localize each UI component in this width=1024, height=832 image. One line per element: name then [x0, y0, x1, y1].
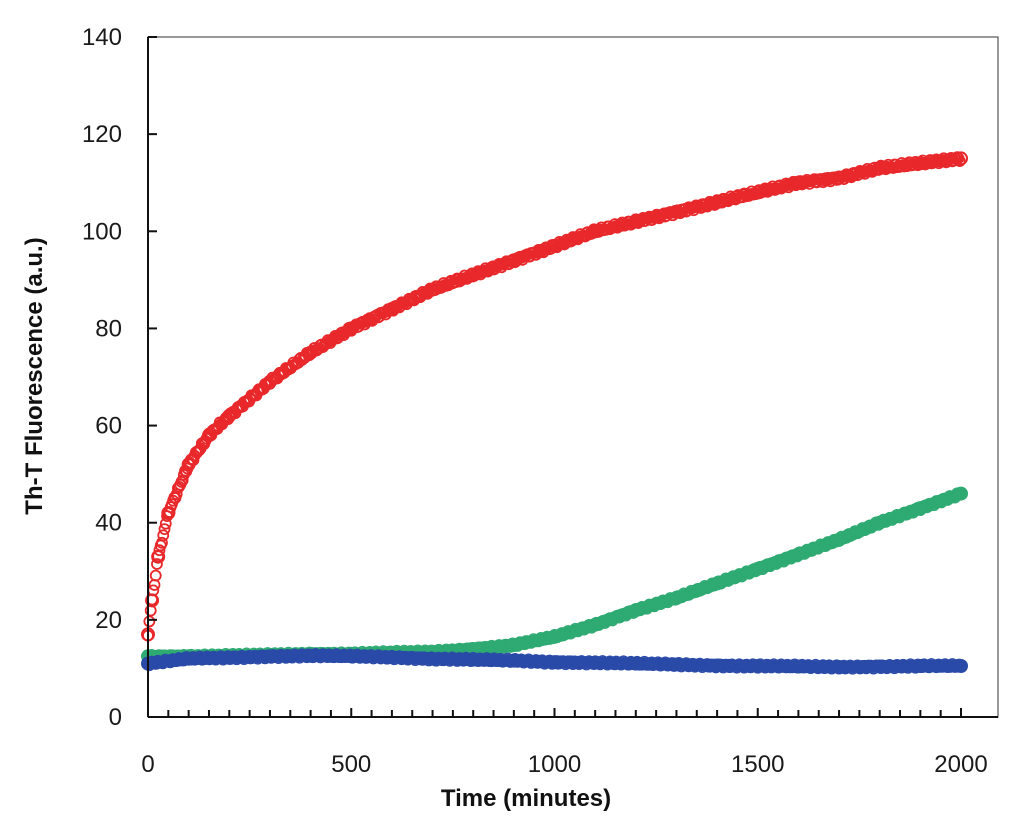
- plot-frame: [147, 36, 999, 718]
- series-0-data-point: [710, 195, 725, 210]
- series-0-data-point: [384, 302, 399, 316]
- series-1-data-point: [547, 629, 562, 644]
- series-2-data-point: [547, 655, 562, 670]
- series-0-data-point: [750, 185, 765, 200]
- series-0-data-point: [588, 224, 603, 239]
- series-0-data-point: [872, 161, 887, 176]
- series-0-data-point: [222, 408, 237, 423]
- series-0-trace-point: [156, 536, 168, 549]
- series-0-trace-point: [151, 558, 163, 570]
- series-0-data-point: [506, 253, 521, 268]
- series-0-data-point: [547, 238, 562, 253]
- series-2-data-point: [466, 652, 481, 667]
- series-0-data-point: [161, 506, 176, 520]
- y-tick-label: 80: [95, 315, 122, 342]
- series-0-data-point: [145, 593, 160, 608]
- series-2-data-point: [506, 653, 521, 668]
- axes-layer: [147, 37, 998, 718]
- series-1-data-point: [669, 591, 684, 605]
- y-tick-label: 120: [82, 121, 122, 148]
- series-2-data-point: [750, 659, 765, 673]
- series-1: [141, 486, 968, 665]
- series-2-data-point: [303, 648, 318, 663]
- series-layer: [141, 151, 968, 675]
- series-2-data-point: [181, 651, 196, 666]
- y-tick-label: 140: [82, 24, 122, 51]
- series-0-data-point: [262, 374, 277, 389]
- x-tick-label: 0: [141, 751, 154, 778]
- series-1-data-point: [628, 603, 643, 618]
- series-0-trace-point: [153, 544, 166, 557]
- series-0-trace-point: [149, 569, 162, 582]
- series-0-trace-point: [143, 615, 156, 628]
- series-2-data-point: [425, 651, 440, 666]
- series-2-data-point: [344, 649, 359, 664]
- series-0-data-point: [954, 151, 968, 166]
- series-0-data-point: [832, 170, 847, 185]
- series-1-data-point: [954, 486, 968, 501]
- series-0-data-point: [628, 214, 643, 229]
- series-0-data-point: [791, 175, 806, 190]
- series-0-data-point: [151, 549, 166, 564]
- y-tick-label: 20: [95, 607, 122, 634]
- series-2-data-point: [262, 649, 277, 664]
- y-tick-label: 100: [82, 218, 122, 245]
- series-2-data-point: [791, 659, 806, 674]
- series-0-data-point: [201, 428, 216, 443]
- series-0-trace-point: [158, 523, 171, 536]
- y-axis-title: Th-T Fluorescence (a.u.): [21, 237, 48, 514]
- series-2-data-point: [222, 650, 237, 665]
- y-tick-label: 60: [95, 413, 122, 440]
- series-0-data-point: [466, 268, 481, 282]
- series-0: [141, 151, 968, 642]
- series-2-data-point: [384, 650, 399, 665]
- y-tick-label: 40: [95, 510, 122, 537]
- series-1-data-point: [791, 547, 806, 562]
- x-tick-label: 1500: [731, 751, 784, 778]
- series-2-data-point: [588, 655, 603, 670]
- x-tick-label: 500: [331, 751, 371, 778]
- series-2-data-point: [832, 659, 847, 674]
- series-0-data-point: [303, 345, 318, 360]
- x-axis-ticks: 0 500 1000 1500 2000: [141, 708, 988, 778]
- y-tick-label: 0: [109, 704, 122, 731]
- series-0-trace-point: [728, 192, 741, 205]
- y-axis-ticks: 0 20 40 60 80 100 120 140: [82, 24, 157, 731]
- plot-area-border: [147, 36, 999, 718]
- series-1-data-point: [588, 617, 603, 632]
- x-axis-title: Time (minutes): [441, 785, 611, 812]
- series-2: [141, 648, 968, 675]
- series-1-data-point: [750, 561, 765, 576]
- series-0-data-point: [669, 204, 684, 219]
- series-2-data-point: [669, 657, 684, 672]
- series-0-trace-point: [157, 529, 170, 542]
- series-1-data-point: [913, 501, 928, 516]
- series-2-data-point: [913, 659, 928, 673]
- series-1-data-point: [710, 576, 725, 591]
- series-1-data-point: [506, 638, 521, 653]
- series-1-data-point: [872, 515, 887, 530]
- series-2-data-point: [954, 659, 968, 673]
- series-2-data-point: [872, 659, 887, 674]
- series-1-data-point: [832, 532, 847, 547]
- x-tick-label: 1000: [528, 751, 581, 778]
- series-0-data-point: [344, 321, 359, 336]
- series-0-data-point: [181, 457, 196, 472]
- x-tick-label: 2000: [934, 751, 987, 778]
- series-0-trace-point: [175, 476, 188, 488]
- series-0-data-point: [913, 156, 928, 171]
- series-0-data-point: [425, 282, 440, 297]
- series-2-data-point: [710, 658, 725, 673]
- series-2-data-point: [628, 656, 643, 671]
